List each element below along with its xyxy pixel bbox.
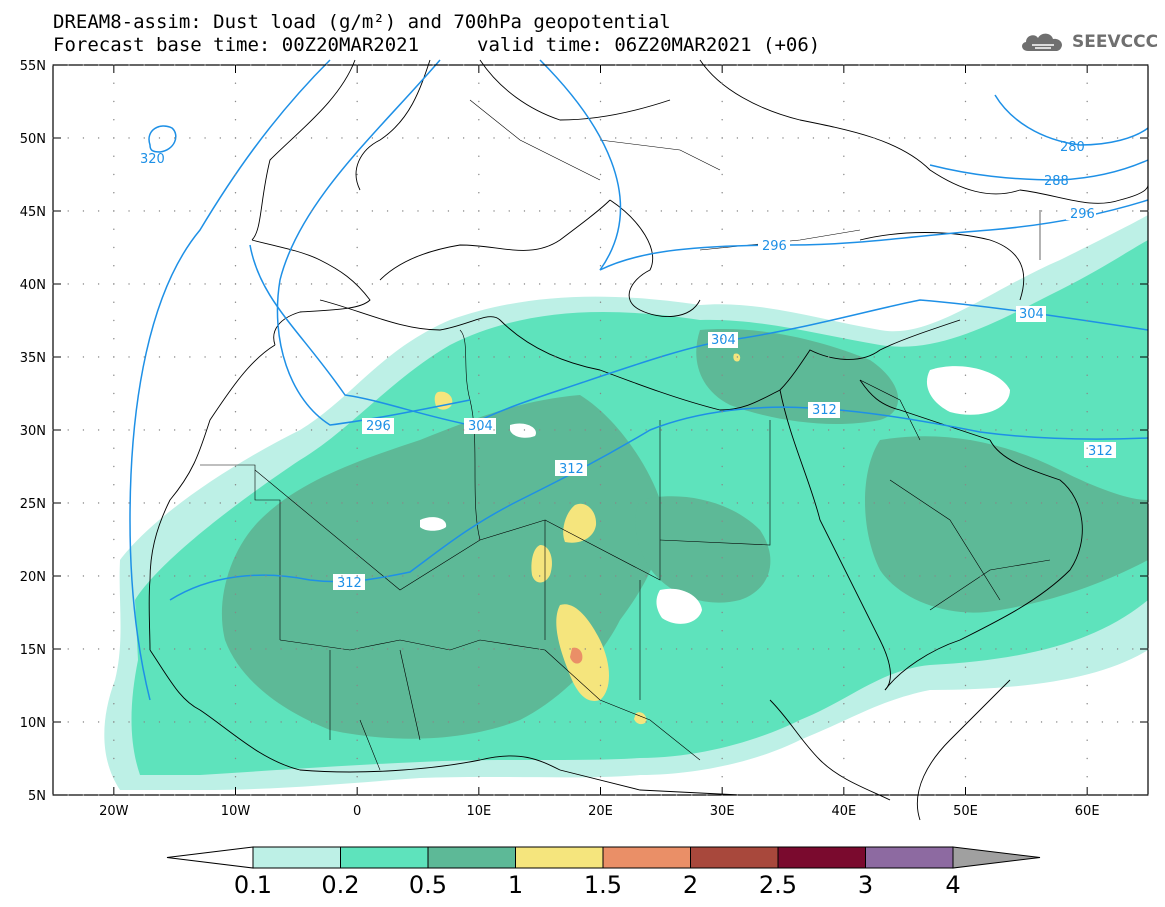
colorbar-level: 2.5 [759,871,797,899]
contour-288 [929,159,1149,181]
dust-band-dark-3 [865,436,1148,613]
contour-label: 312 [812,403,837,418]
contour-label: 304 [1019,307,1044,322]
dust-yellow-2 [563,503,597,543]
longitude-labels: 20W 10W 0 10E 20E 30E 40E 50E 60E [99,804,1099,819]
dust-field [104,215,1148,790]
contour-label: 296 [366,419,391,434]
lat-label: 30N [20,424,46,439]
contour-label: 312 [1088,444,1113,459]
lat-label: 20N [20,570,46,585]
dust-gap-1 [420,517,447,531]
colorbar-level: 1 [508,871,523,899]
lat-label: 10N [20,716,46,731]
lat-label: 50N [20,132,46,147]
cloud-logo-icon [1022,33,1063,51]
base-time: Forecast base time: 00Z20MAR2021 [53,34,420,56]
colorbar-bin [252,846,341,869]
dust-orange-1 [570,647,583,664]
map-title: DREAM8-assim: Dust load (g/m²) and 700hP… [53,11,671,33]
geopotential-contours [129,59,1149,701]
lon-label: 40E [831,804,856,819]
lon-label: 0 [353,804,361,819]
dust-band-dark-4 [635,496,771,603]
colorbar-over-arrow [952,846,1041,869]
dust-gap-3 [926,366,1010,415]
contour-label: 280 [1060,140,1085,155]
colorbar-level: 3 [858,871,873,899]
lat-label: 45N [20,205,46,220]
dust-yellow-3 [531,545,552,583]
colorbar-under-arrow [166,846,254,869]
colorbar-bin [427,846,516,869]
dust-gap-4 [656,588,702,624]
colorbar-labels: 0.1 0.2 0.5 1 1.5 2 2.5 3 4 [234,871,961,899]
contour-label: 304 [711,333,736,348]
contour-320 [148,125,177,153]
dust-gap-2 [510,423,536,438]
contour-label: 312 [559,462,584,477]
colorbar-bin [515,846,604,869]
contour-label: 296 [762,239,787,254]
dust-yellow-6 [733,353,741,362]
colorbar-level: 1.5 [584,871,622,899]
logo-text: SEEVCCC [1072,32,1159,52]
lat-label: 25N [20,497,46,512]
contour-280 [994,94,1149,146]
colorbar-level: 0.2 [321,871,359,899]
lon-label: 50E [953,804,978,819]
colorbar-bin [690,846,779,869]
coastlines [148,59,1149,821]
lon-label: 30E [710,804,735,819]
colorbar-bin [340,846,429,869]
lat-label: 40N [20,278,46,293]
lat-label: 55N [20,59,46,74]
contour-labels: 320 280 288 296 296 304 296 304 304 312 … [140,140,1116,591]
lat-label: 35N [20,351,46,366]
colorbar-level: 0.5 [409,871,447,899]
axis-ticks [53,64,1148,796]
lon-label: 20E [588,804,613,819]
contour-304 [129,59,1149,701]
colorbar-bins [166,846,1041,869]
colorbar-bin [865,846,954,869]
colorbar: 0.1 0.2 0.5 1 1.5 2 2.5 3 4 [166,846,1041,899]
dust-yellow-1 [556,604,609,701]
colorbar-level: 4 [945,871,960,899]
colorbar-level: 2 [683,871,698,899]
dust-band-dark-2 [696,329,899,425]
colorbar-bin [602,846,691,869]
dust-band-dark-1 [221,395,663,739]
dust-yellow-5 [634,712,647,725]
seevccc-logo: SEEVCCC [1018,28,1158,56]
valid-time: valid time: 06Z20MAR2021 (+06) [477,34,821,56]
latitude-labels: 55N 50N 45N 40N 35N 30N 25N 20N 15N 10N 5N [20,59,46,804]
contour-296-north [539,59,1149,271]
contour-label: 296 [1070,207,1095,222]
lat-label: 15N [20,643,46,658]
contour-label: 320 [140,152,165,167]
contour-312 [169,406,1149,601]
contour-label: 312 [337,576,362,591]
colorbar-bin [777,846,866,869]
contour-296-west [276,59,471,426]
colorbar-level: 0.1 [234,871,272,899]
lon-label: 20W [99,804,129,819]
map-frame [52,64,1149,796]
lon-label: 10E [466,804,491,819]
map-subtitle: Forecast base time: 00Z20MAR2021 valid ti… [53,35,820,56]
lon-label: 10W [221,804,251,819]
lat-label: 5N [28,789,46,804]
lon-label: 60E [1075,804,1100,819]
contour-label: 304 [468,419,493,434]
contour-label: 288 [1044,174,1069,189]
